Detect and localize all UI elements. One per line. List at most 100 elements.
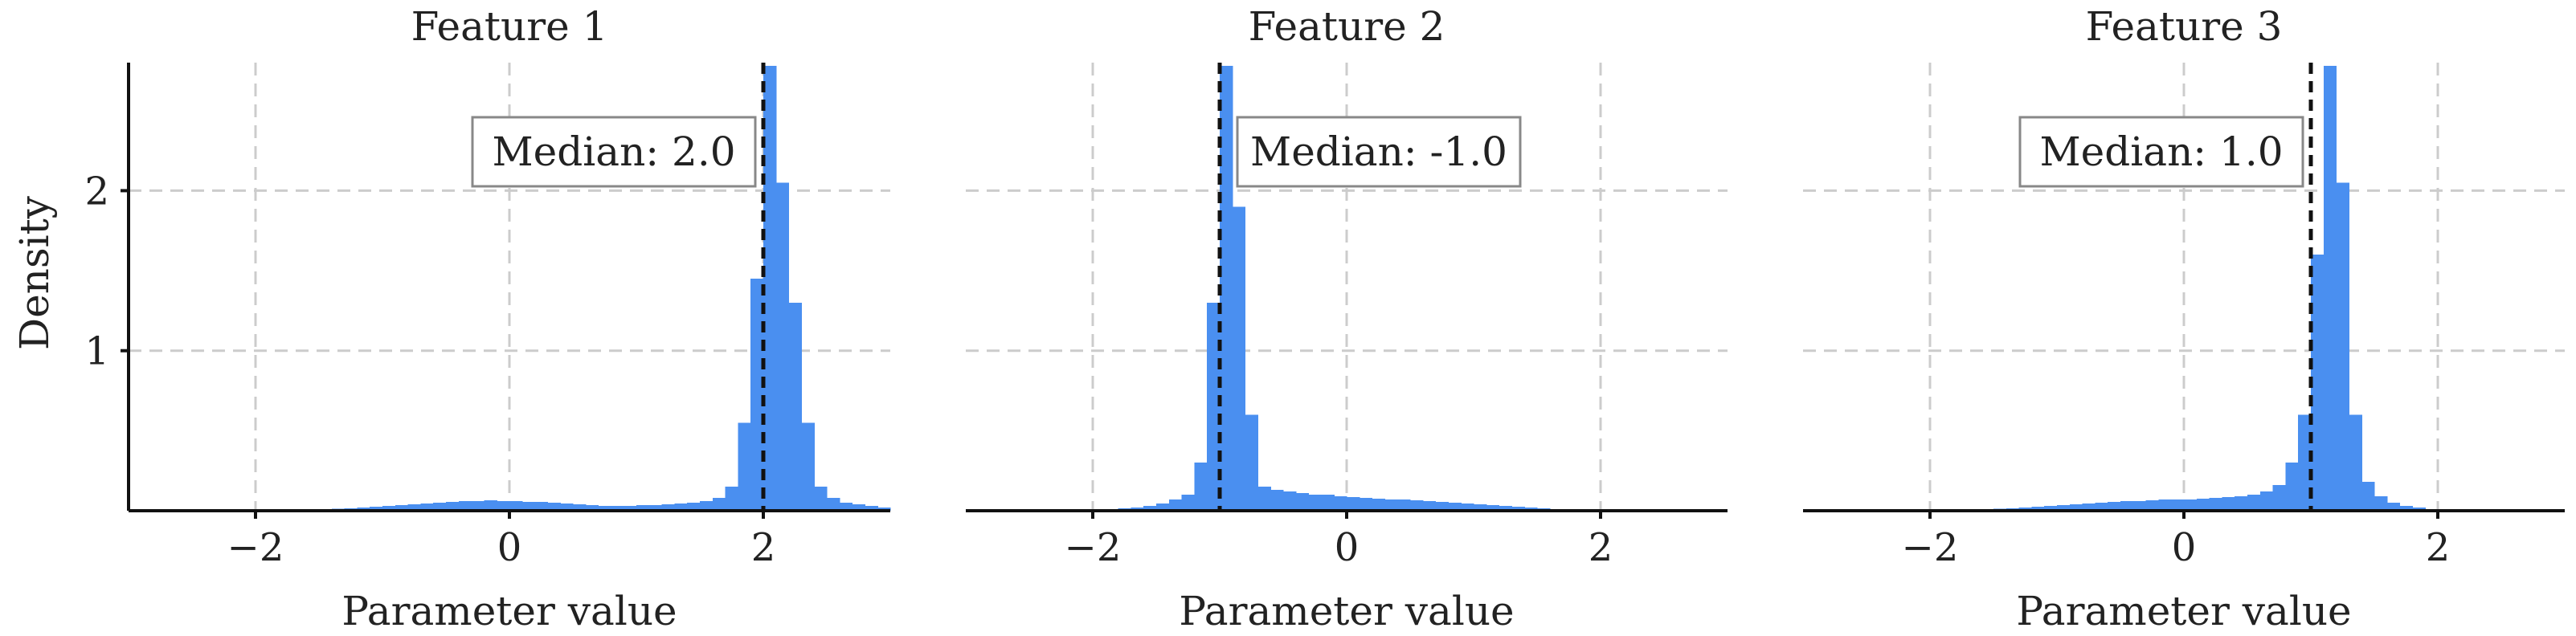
histogram-bar	[738, 422, 751, 511]
histogram-bar	[2082, 503, 2096, 511]
histogram-bar	[1499, 506, 1512, 511]
y-tick-label: 1	[84, 329, 109, 374]
histogram-bar	[2069, 504, 2083, 511]
histogram-bar	[2386, 503, 2401, 511]
histogram-bar	[471, 501, 485, 511]
histogram-bar	[2171, 499, 2185, 511]
histogram-bar	[1257, 487, 1271, 511]
histogram-bar	[1397, 499, 1411, 511]
histogram-bar	[827, 498, 840, 511]
histogram-bar	[2031, 507, 2045, 511]
histogram-bar	[1245, 414, 1258, 511]
histogram-bar	[2184, 499, 2198, 511]
x-tick-label: 0	[1335, 525, 1360, 570]
x-axis-label: Parameter value	[341, 588, 677, 634]
histogram-bar	[395, 505, 409, 511]
histogram-bar	[1295, 493, 1310, 511]
histogram-bar	[1461, 503, 1474, 511]
histogram-bar	[2120, 501, 2134, 511]
histogram-bar	[2336, 182, 2349, 511]
histogram-bar	[1384, 499, 1398, 511]
histogram-bar	[1220, 65, 1233, 511]
histogram-bar	[2285, 463, 2299, 511]
histogram-bar	[1422, 501, 1437, 511]
histogram-bar	[648, 505, 663, 511]
histogram-bar	[2095, 503, 2108, 511]
histogram-bar	[2132, 501, 2147, 511]
histogram-bar	[1334, 496, 1347, 511]
x-axis-label: Parameter value	[1179, 588, 1514, 634]
histogram-bar	[814, 487, 828, 511]
histogram-bar	[585, 505, 599, 511]
histogram-bar	[1372, 499, 1385, 511]
histogram-bar	[611, 506, 624, 511]
subplot-title: Feature 2	[1249, 3, 1445, 50]
histogram-bar	[433, 503, 447, 511]
x-tick-label: −2	[227, 525, 284, 570]
subplot-3: −2 0 2 Feature 3 Parameter value Median: 1.0	[1803, 3, 2565, 634]
histogram-bar	[560, 503, 574, 511]
histogram-bar	[484, 500, 497, 511]
histogram-bar	[1511, 507, 1525, 511]
histogram-bar	[2272, 485, 2286, 511]
histogram-bar	[2361, 482, 2375, 511]
histogram-bar	[1168, 499, 1183, 511]
histogram-bar	[2145, 500, 2159, 511]
y-tick-label: 2	[84, 169, 109, 214]
histogram-bar	[687, 503, 701, 511]
histogram-bar	[521, 502, 536, 511]
histogram-bar	[661, 504, 675, 511]
histogram-bar	[2222, 497, 2235, 511]
histogram-bar	[865, 506, 878, 511]
histogram-bar	[1448, 503, 1462, 511]
subplot-title: Feature 3	[2086, 3, 2283, 50]
histogram-bar	[674, 503, 688, 511]
histogram-bar	[1321, 495, 1335, 511]
histogram-bar	[458, 501, 472, 511]
histogram-bar	[420, 503, 434, 511]
histogram-bar	[1347, 497, 1360, 511]
histogram-bar	[788, 302, 802, 511]
subplot-2: −2 0 2 Feature 2 Parameter value Median: -1.0	[966, 3, 1728, 634]
histogram-bar	[2323, 65, 2337, 511]
median-annotation-box	[471, 116, 757, 188]
x-tick-label: 0	[2172, 525, 2197, 570]
histogram-bar	[446, 502, 460, 511]
histogram-bar	[636, 505, 650, 511]
histogram-bar	[1486, 505, 1500, 511]
histogram-bar	[763, 65, 777, 511]
histogram-bar	[598, 506, 611, 511]
median-annotation-text: Median: 2.0	[492, 128, 735, 175]
x-tick-label: 0	[497, 525, 522, 570]
histogram-bar	[509, 501, 523, 511]
histogram-bar	[2349, 414, 2362, 511]
histogram-bar	[2374, 496, 2388, 511]
histogram-bar	[1474, 504, 1487, 511]
median-annotation-box	[1236, 116, 1522, 188]
histogram-bar	[852, 504, 865, 511]
histogram-bar	[1283, 491, 1297, 511]
x-tick-label: 2	[1589, 525, 1613, 570]
histogram-bar	[1232, 206, 1246, 511]
histogram-bar	[1156, 503, 1170, 511]
histogram-bar	[2057, 505, 2071, 511]
histogram-bar	[2235, 496, 2248, 511]
histogram-bar	[534, 502, 548, 511]
histogram-bar	[370, 507, 383, 511]
histogram-bar	[2247, 495, 2261, 511]
histogram-bar	[624, 506, 637, 511]
histogram-bar	[573, 504, 587, 511]
subplot-1: −2 0 2 1 2 Feature 1 Parameter value Median: 2.…	[84, 3, 891, 634]
histogram-bar	[2209, 498, 2222, 511]
histogram-bar	[700, 501, 714, 511]
histogram-bar	[1143, 506, 1157, 511]
median-annotation-box	[2018, 116, 2304, 188]
histogram-bar	[1308, 495, 1322, 511]
histogram-bar	[2158, 499, 2172, 511]
histogram-bar	[547, 503, 561, 511]
histogram-bar	[712, 498, 726, 511]
histogram-bar	[1359, 498, 1373, 511]
x-tick-label: −2	[1902, 525, 1959, 570]
histogram-bar	[1435, 502, 1449, 511]
histogram-bar	[2259, 491, 2274, 511]
